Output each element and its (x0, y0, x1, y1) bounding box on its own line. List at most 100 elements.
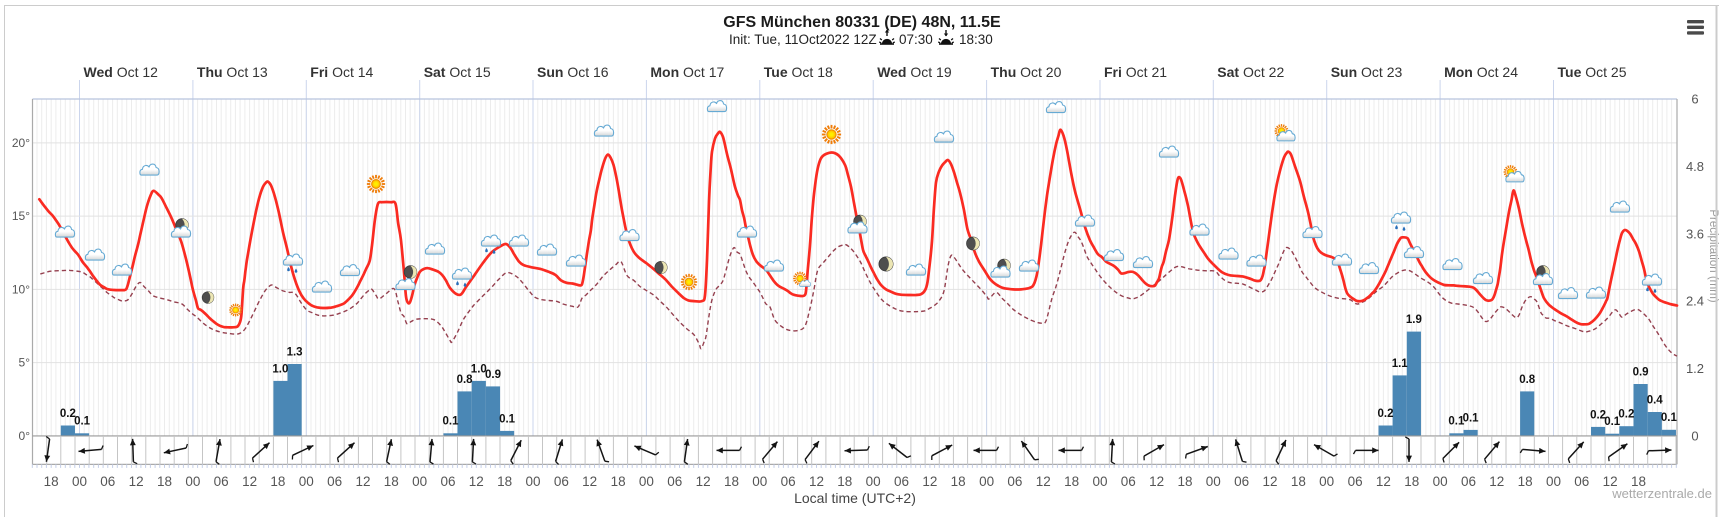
svg-text:06: 06 (667, 474, 682, 489)
svg-text:06: 06 (1007, 474, 1022, 489)
svg-text:00: 00 (525, 474, 540, 489)
svg-text:06: 06 (100, 474, 115, 489)
svg-text:00: 00 (752, 474, 767, 489)
svg-text:0.1: 0.1 (499, 413, 516, 425)
svg-text:0.1: 0.1 (1463, 412, 1480, 424)
svg-text:2.4: 2.4 (1686, 294, 1704, 309)
svg-text:12: 12 (1149, 474, 1164, 489)
svg-text:12: 12 (1036, 474, 1051, 489)
svg-text:12: 12 (1603, 474, 1618, 489)
svg-text:18: 18 (1404, 474, 1419, 489)
svg-text:00: 00 (412, 474, 427, 489)
svg-text:12: 12 (355, 474, 370, 489)
svg-text:0.1: 0.1 (1604, 416, 1621, 428)
svg-text:0.1: 0.1 (74, 416, 91, 428)
svg-text:Thu Oct 20: Thu Oct 20 (991, 64, 1062, 80)
svg-text:00: 00 (299, 474, 314, 489)
svg-text:12: 12 (242, 474, 257, 489)
svg-text:5°: 5° (19, 356, 31, 370)
svg-text:1.2: 1.2 (1686, 361, 1704, 376)
svg-text:00: 00 (185, 474, 200, 489)
svg-text:1.0: 1.0 (272, 363, 288, 375)
svg-text:06: 06 (1574, 474, 1589, 489)
svg-text:00: 00 (866, 474, 881, 489)
svg-text:06: 06 (1461, 474, 1476, 489)
svg-text:06: 06 (781, 474, 796, 489)
svg-text:06: 06 (1348, 474, 1363, 489)
svg-text:0.8: 0.8 (457, 374, 474, 386)
svg-text:18: 18 (497, 474, 512, 489)
svg-text:Mon Oct 17: Mon Oct 17 (650, 64, 724, 80)
svg-text:Tue Oct 18: Tue Oct 18 (764, 64, 833, 80)
svg-text:GFS München 80331 (DE) 48N, 11: GFS München 80331 (DE) 48N, 11.5E (723, 14, 1001, 31)
svg-text:00: 00 (1433, 474, 1448, 489)
svg-text:Init: Tue, 11Oct2022 12Z: Init: Tue, 11Oct2022 12Z (729, 32, 877, 47)
svg-text:18: 18 (44, 474, 59, 489)
svg-text:0.2: 0.2 (1618, 409, 1634, 421)
svg-text:3.6: 3.6 (1686, 226, 1704, 241)
svg-text:18: 18 (157, 474, 172, 489)
svg-text:12: 12 (582, 474, 597, 489)
svg-text:0.4: 0.4 (1647, 394, 1664, 406)
svg-text:Wed Oct 12: Wed Oct 12 (84, 64, 159, 80)
svg-text:10°: 10° (12, 282, 30, 296)
svg-text:Sat Oct 22: Sat Oct 22 (1217, 64, 1284, 80)
svg-text:6: 6 (1691, 92, 1698, 107)
svg-text:0.1: 0.1 (1448, 416, 1465, 428)
svg-text:0.2: 0.2 (60, 408, 76, 420)
svg-text:18: 18 (1177, 474, 1192, 489)
svg-text:0.9: 0.9 (1633, 366, 1649, 378)
svg-text:Mon Oct 24: Mon Oct 24 (1444, 64, 1518, 80)
svg-text:Fri Oct 14: Fri Oct 14 (310, 64, 373, 80)
svg-text:20°: 20° (12, 136, 30, 150)
svg-text:1.9: 1.9 (1406, 314, 1422, 326)
svg-text:Local time (UTC+2): Local time (UTC+2) (794, 490, 916, 506)
svg-text:18: 18 (1631, 474, 1646, 489)
svg-text:00: 00 (979, 474, 994, 489)
svg-text:18: 18 (384, 474, 399, 489)
svg-text:18: 18 (1291, 474, 1306, 489)
svg-text:Wed Oct 19: Wed Oct 19 (877, 64, 952, 80)
svg-text:12: 12 (922, 474, 937, 489)
svg-text:12: 12 (1262, 474, 1277, 489)
svg-text:12: 12 (1376, 474, 1391, 489)
svg-text:0.9: 0.9 (485, 369, 501, 381)
svg-text:12: 12 (809, 474, 824, 489)
svg-text:Tue Oct 25: Tue Oct 25 (1558, 64, 1627, 80)
svg-text:12: 12 (696, 474, 711, 489)
svg-text:15°: 15° (12, 209, 30, 223)
svg-text:06: 06 (894, 474, 909, 489)
svg-text:Fri Oct 21: Fri Oct 21 (1104, 64, 1167, 80)
svg-text:00: 00 (1319, 474, 1334, 489)
svg-text:12: 12 (129, 474, 144, 489)
svg-text:12: 12 (1489, 474, 1504, 489)
svg-text:1.3: 1.3 (287, 346, 303, 358)
svg-text:06: 06 (440, 474, 455, 489)
svg-text:18: 18 (951, 474, 966, 489)
svg-text:1.1: 1.1 (1392, 358, 1409, 370)
svg-text:06: 06 (554, 474, 569, 489)
svg-text:06: 06 (1234, 474, 1249, 489)
svg-text:0.1: 0.1 (443, 416, 460, 428)
svg-text:06: 06 (214, 474, 229, 489)
svg-text:wetterzentrale.de: wetterzentrale.de (1611, 486, 1712, 501)
svg-text:0: 0 (1691, 428, 1698, 443)
svg-text:18: 18 (270, 474, 285, 489)
svg-text:00: 00 (1206, 474, 1221, 489)
svg-text:18: 18 (724, 474, 739, 489)
svg-text:07:30: 07:30 (899, 32, 933, 47)
svg-text:00: 00 (1546, 474, 1561, 489)
svg-text:Sat Oct 15: Sat Oct 15 (424, 64, 491, 80)
svg-text:06: 06 (1121, 474, 1136, 489)
svg-text:Sun Oct 23: Sun Oct 23 (1331, 64, 1403, 80)
svg-text:4.8: 4.8 (1686, 159, 1704, 174)
svg-text:00: 00 (1092, 474, 1107, 489)
svg-text:1.0: 1.0 (471, 363, 487, 375)
svg-text:18: 18 (611, 474, 626, 489)
svg-text:0.1: 0.1 (1661, 412, 1678, 424)
svg-text:18: 18 (837, 474, 852, 489)
svg-text:0°: 0° (19, 429, 31, 443)
svg-text:0.2: 0.2 (1590, 409, 1606, 421)
svg-text:18: 18 (1518, 474, 1533, 489)
svg-text:0.8: 0.8 (1519, 374, 1536, 386)
